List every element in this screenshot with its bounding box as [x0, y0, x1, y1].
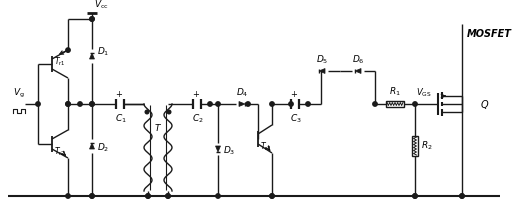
Circle shape [306, 102, 310, 106]
Text: $V_{\rm g}$: $V_{\rm g}$ [13, 87, 25, 100]
Text: $D_3$: $D_3$ [223, 145, 235, 157]
Text: $V_{\rm cc}$: $V_{\rm cc}$ [94, 0, 109, 11]
Circle shape [145, 110, 149, 114]
Circle shape [413, 194, 417, 198]
Text: $D_6$: $D_6$ [352, 54, 364, 66]
Circle shape [90, 102, 94, 106]
Circle shape [460, 194, 464, 198]
Polygon shape [355, 68, 361, 73]
Text: $C_2$: $C_2$ [192, 112, 204, 125]
Circle shape [78, 102, 82, 106]
Circle shape [460, 194, 464, 198]
Text: +: + [116, 90, 122, 99]
Circle shape [90, 194, 94, 198]
Circle shape [216, 194, 220, 198]
Circle shape [90, 102, 94, 106]
Circle shape [90, 17, 94, 21]
Text: $C_3$: $C_3$ [290, 112, 302, 125]
Bar [412, 136, 418, 156]
Polygon shape [89, 53, 95, 59]
Circle shape [208, 102, 212, 106]
Circle shape [167, 110, 171, 114]
Circle shape [146, 194, 150, 198]
Circle shape [270, 194, 274, 198]
Bar [386, 101, 404, 107]
Text: $T$: $T$ [154, 122, 162, 133]
Text: $R_1$: $R_1$ [389, 86, 401, 98]
Polygon shape [319, 68, 325, 73]
Circle shape [216, 102, 220, 106]
Circle shape [373, 102, 377, 106]
Circle shape [66, 102, 70, 106]
Circle shape [270, 102, 274, 106]
Circle shape [270, 194, 274, 198]
Circle shape [66, 102, 70, 106]
Circle shape [90, 194, 94, 198]
Text: $Q$: $Q$ [480, 98, 489, 110]
Circle shape [66, 194, 70, 198]
Circle shape [246, 102, 250, 106]
Circle shape [90, 17, 94, 21]
Text: $V_{\rm GS}$: $V_{\rm GS}$ [416, 86, 432, 99]
Circle shape [166, 194, 170, 198]
Text: $T_{\rm r3}$: $T_{\rm r3}$ [260, 141, 272, 153]
Circle shape [36, 102, 40, 106]
Text: $R_2$: $R_2$ [421, 140, 433, 152]
Text: $T_{\rm r1}$: $T_{\rm r1}$ [54, 56, 66, 68]
Text: MOSFET: MOSFET [467, 29, 512, 39]
Text: $D_4$: $D_4$ [236, 86, 248, 99]
Circle shape [146, 194, 150, 198]
Text: $C_1$: $C_1$ [115, 112, 127, 125]
Text: $D_2$: $D_2$ [97, 142, 109, 154]
Text: +: + [193, 90, 199, 99]
Circle shape [413, 194, 417, 198]
Circle shape [289, 102, 293, 106]
Circle shape [166, 194, 170, 198]
Polygon shape [89, 143, 95, 149]
Text: $D_5$: $D_5$ [316, 54, 328, 66]
Polygon shape [215, 146, 221, 152]
Text: +: + [290, 90, 298, 99]
Circle shape [413, 102, 417, 106]
Text: $T_{\rm r2}$: $T_{\rm r2}$ [54, 146, 66, 158]
Text: $D_1$: $D_1$ [97, 46, 109, 58]
Circle shape [66, 48, 70, 52]
Polygon shape [239, 101, 245, 107]
